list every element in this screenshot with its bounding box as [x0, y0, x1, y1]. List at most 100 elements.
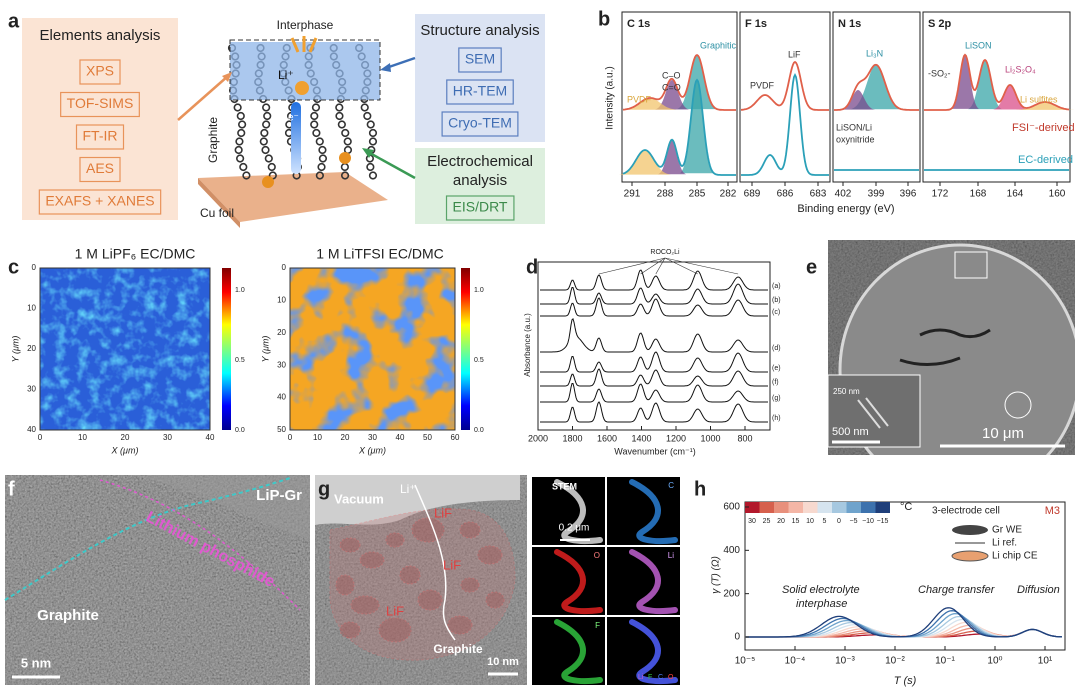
assign-line — [664, 257, 739, 275]
tick-label: 0 — [38, 433, 43, 442]
scale-label: 250 nm — [833, 387, 860, 396]
axis-label: T (s) — [894, 675, 917, 687]
li-ion — [295, 81, 309, 95]
lif-grain — [411, 517, 445, 543]
assign-line — [598, 257, 666, 275]
drt-curve — [746, 618, 1063, 638]
tick-label: 2000 — [528, 433, 548, 443]
trace-label: (e) — [772, 365, 781, 372]
panel-label: g — [318, 478, 330, 500]
peak-label: EC-derived — [1018, 154, 1073, 166]
trace-label: (f) — [772, 379, 779, 386]
arrow — [367, 150, 416, 180]
carbon-atom — [363, 111, 372, 121]
map-frame — [289, 267, 456, 431]
axis-label: X (μm) — [111, 445, 139, 455]
tick-label: 200 — [723, 588, 740, 599]
assign-line — [655, 257, 666, 275]
carbon-atom — [341, 128, 350, 138]
panel-label: e — [806, 256, 817, 278]
arrow — [177, 75, 229, 121]
tick-label: 10¹ — [1038, 656, 1053, 667]
li-ion — [339, 152, 351, 164]
panel-label: b — [598, 8, 610, 30]
method-label: HR-TEM — [453, 83, 507, 99]
colorbar-label: 1.0 — [474, 287, 484, 294]
lif-grain — [339, 537, 361, 553]
lif-region — [329, 508, 516, 661]
tick-label: 30 — [277, 360, 286, 369]
carbon-atom — [368, 128, 378, 138]
drt-curves — [745, 502, 1063, 638]
method-box — [75, 124, 125, 150]
colorbar — [222, 268, 231, 430]
colorbar-label: 0.5 — [474, 357, 484, 364]
sem-image — [828, 240, 1075, 455]
cu-foil — [198, 172, 388, 222]
lif-grain — [378, 617, 412, 643]
carbon-atom — [318, 145, 327, 155]
method-label: TOF-SIMS — [67, 95, 134, 111]
panel-label: a — [8, 10, 20, 32]
carbon-atom — [263, 111, 272, 121]
tick-label: 402 — [835, 189, 852, 200]
surface-line — [99, 479, 301, 611]
region-label: Charge transfer — [918, 584, 996, 596]
axis-label: Intensity (a.u.) — [605, 66, 616, 129]
spectrum-title: N 1s — [838, 18, 861, 30]
tick-label: 40 — [396, 433, 405, 442]
tick-label: 40 — [27, 425, 36, 434]
arrow-head — [362, 148, 374, 158]
carbon-atom — [235, 137, 244, 146]
peak-fill — [655, 80, 689, 110]
axis-label: Y (μm) — [260, 336, 270, 363]
legend-label: Li — [638, 674, 644, 681]
carbon-atom — [236, 111, 245, 121]
legend-label: Li chip CE — [992, 551, 1038, 562]
tile-label: STEM — [552, 481, 577, 491]
sem-crack — [899, 328, 991, 366]
colorbar-label: 0.0 — [235, 427, 245, 434]
drt-curve — [746, 610, 1063, 638]
carbon-atom — [234, 145, 243, 155]
colorbar-label: 1.0 — [235, 287, 245, 294]
peak-fill — [619, 150, 671, 175]
carbon-atom — [366, 162, 375, 172]
tick-label: 0 — [32, 263, 37, 272]
tick-label: 172 — [932, 189, 949, 200]
spectrum-title: F 1s — [745, 18, 767, 30]
axis-label: Wavenumber (cm⁻¹) — [614, 446, 695, 456]
region-label: Diffusion — [1017, 584, 1060, 596]
sem-inset — [827, 374, 921, 448]
trace-label: (d) — [772, 345, 781, 352]
colorbar-label: 25 — [763, 518, 771, 525]
lif-grain — [459, 521, 481, 539]
peak-fill — [841, 90, 875, 110]
carbon-atom — [242, 171, 251, 180]
region-label: Graphite — [433, 642, 483, 656]
carbon-atom — [368, 137, 378, 146]
peak-label: LiSON — [965, 40, 992, 50]
tick-label: 1600 — [597, 433, 617, 443]
tick-label: 20 — [27, 344, 36, 353]
carbon-atom — [315, 171, 324, 180]
lif-grain — [447, 615, 473, 635]
carbon-atom — [267, 162, 276, 172]
peak-fill — [951, 55, 979, 109]
lif-grains — [335, 517, 505, 643]
lif-grain — [359, 551, 385, 569]
panel-label: c — [8, 256, 19, 278]
stem-signal — [554, 619, 603, 684]
lif-label: LiF — [443, 557, 461, 572]
carbon-atom — [317, 162, 326, 172]
lif-grain — [399, 565, 421, 585]
carbon-atom — [343, 137, 352, 146]
tick-label: 10⁻³ — [835, 656, 855, 667]
tick-label: 10⁻¹ — [935, 656, 955, 667]
schematic-label: Graphite — [206, 117, 220, 163]
ec-spectrum — [741, 72, 829, 176]
scale-label: 10 μm — [982, 425, 1024, 442]
map-texture — [290, 268, 455, 430]
colorbar-label: −10 — [862, 518, 874, 525]
